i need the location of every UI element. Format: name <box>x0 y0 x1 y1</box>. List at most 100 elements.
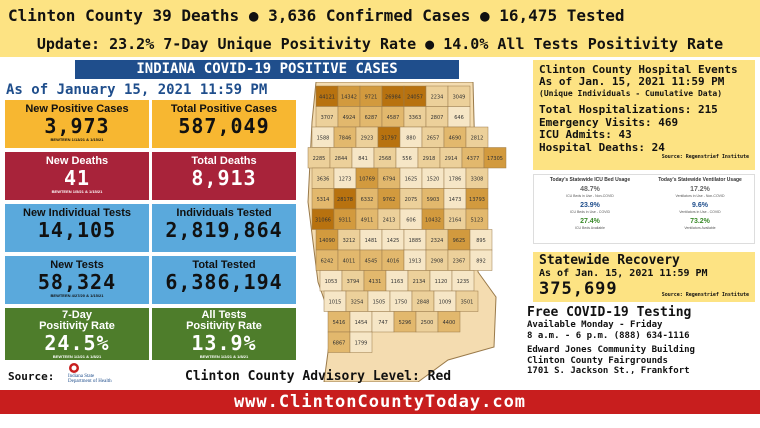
county-case-count: 5416 <box>333 320 346 326</box>
county-case-count: 6794 <box>383 176 396 182</box>
testing-address-2: Clinton County Fairgrounds <box>527 355 668 366</box>
county-case-count: 3254 <box>351 299 364 305</box>
indiana-map-svg: 44121 14342 9721 26984 24057 2234 3049 3707 4924… <box>307 81 507 383</box>
county-case-count: 1273 <box>339 176 352 182</box>
all-tests-value: 13.9% <box>191 331 257 355</box>
new-deaths-box: New Deaths 41 BEWTEEN 1/5/21 & 1/15/21 <box>5 152 149 200</box>
county-case-count: 1163 <box>391 279 404 285</box>
county-case-count: 4545 <box>365 258 378 264</box>
county-case-count: 4377 <box>467 156 480 162</box>
county-case-count: 606 <box>406 217 416 223</box>
county-case-count: 2164 <box>449 217 462 223</box>
new-individual-tests-value: 14,105 <box>37 218 117 242</box>
county-case-count: 1053 <box>325 279 338 285</box>
vent-pct-available: 73.2% <box>690 218 710 225</box>
hospital-events-panel: Clinton County Hospital Events As of Jan… <box>533 60 755 170</box>
county-case-count: 6287 <box>365 115 378 121</box>
county-case-count: 1885 <box>409 238 422 244</box>
county-case-count: 4011 <box>343 258 356 264</box>
county-case-count: 3636 <box>317 176 330 182</box>
county-case-count: 2324 <box>431 238 444 244</box>
recovery-value: 375,699 <box>539 279 618 299</box>
county-case-count: 2657 <box>427 135 440 141</box>
county-case-count: 3049 <box>453 94 466 100</box>
county-case-count: 4587 <box>387 115 400 121</box>
icu-pct-available: 27.4% <box>580 218 600 225</box>
hospital-subtitle: (Unique Individuals - Cumulative Data) <box>539 89 723 98</box>
county-case-count: 6332 <box>361 197 374 203</box>
vent-pct-covid: 9.6% <box>692 202 708 209</box>
county-case-count: 1235 <box>457 279 470 285</box>
total-positive-value: 587,049 <box>178 114 270 138</box>
county-case-count: 4400 <box>443 320 456 326</box>
county-case-count: 9721 <box>365 94 378 100</box>
county-case-count: 14090 <box>319 238 335 244</box>
isdh-emblem-icon <box>69 363 79 373</box>
county-case-count: 3212 <box>343 238 356 244</box>
seven-day-label-2: Positivity Rate <box>39 320 115 332</box>
county-case-count: 3308 <box>471 176 484 182</box>
county-case-count: 14342 <box>341 94 357 100</box>
county-case-count: 1481 <box>365 238 378 244</box>
county-case-count: 3501 <box>461 299 474 305</box>
county-case-count: 1520 <box>427 176 440 182</box>
testing-days: Available Monday - Friday <box>527 320 663 330</box>
total-deaths-label: Total Deaths <box>191 155 257 167</box>
county-case-count: 747 <box>378 320 388 326</box>
county-case-count: 4690 <box>449 135 462 141</box>
total-deaths-value: 8,913 <box>191 166 257 190</box>
website-footer[interactable]: www.ClintonCountyToday.com <box>0 390 760 414</box>
vent-pct-noncovid: 17.2% <box>690 186 710 193</box>
county-case-count: 9625 <box>453 238 466 244</box>
advisory-level: Clinton County Advisory Level: Red <box>185 369 452 384</box>
county-case-count: 895 <box>476 238 486 244</box>
page-title: INDIANA COVID-19 POSITIVE CASES <box>75 60 459 79</box>
individuals-tested-value: 2,819,864 <box>165 218 283 242</box>
statewide-recovery-panel: Statewide Recovery As of Jan. 15, 2021 1… <box>533 252 755 302</box>
county-case-count: 1505 <box>373 299 386 305</box>
county-case-count: 2923 <box>361 135 374 141</box>
county-case-count: 5314 <box>317 197 330 203</box>
statewide-usage-panel: Today's Statewide ICU Bed Usage 48.7% IC… <box>533 174 755 244</box>
icu-pct-noncovid: 48.7% <box>580 186 600 193</box>
county-case-count: 10769 <box>359 176 375 182</box>
county-case-count: 2918 <box>423 156 436 162</box>
new-positive-label: New Positive Cases <box>25 103 129 115</box>
county-case-count: 2914 <box>445 156 458 162</box>
new-positive-value: 3,973 <box>44 114 110 138</box>
hospital-stat-hospitalizations: Total Hospitalizations: 215 <box>539 103 718 116</box>
seven-day-positivity-box: 7-Day Positivity Rate 24.5% BEWTEEN 1/2/… <box>5 308 149 360</box>
indiana-county-map: 44121 14342 9721 26984 24057 2234 3049 3707 4924… <box>298 81 512 383</box>
county-cell <box>483 147 507 169</box>
county-case-count: 1009 <box>439 299 452 305</box>
new-tests-label: New Tests <box>50 259 104 271</box>
total-positive-label: Total Positive Cases <box>170 103 278 115</box>
total-tested-box: Total Tested 6,386,194 <box>152 256 296 304</box>
isdh-logo: Indiana State Department of Health <box>68 362 112 386</box>
county-case-count: 1786 <box>449 176 462 182</box>
county-case-count: 2134 <box>413 279 426 285</box>
county-case-count: 31797 <box>381 135 397 141</box>
county-case-count: 2234 <box>431 94 444 100</box>
vent-label-available: Ventilators Available <box>684 226 716 230</box>
county-case-count: 2812 <box>471 135 484 141</box>
recovery-source: Source: Regenstrief Institute <box>661 292 749 298</box>
testing-address-1: Edward Jones Community Building <box>527 345 695 355</box>
hospital-title-1: Clinton County Hospital Events <box>539 63 738 76</box>
hospital-title-2: As of Jan. 15, 2021 11:59 PM <box>539 75 725 88</box>
county-case-count: 1588 <box>317 135 330 141</box>
icu-label-covid: ICU Beds in Use - COVID <box>569 210 611 214</box>
county-case-count: 2075 <box>405 197 418 203</box>
isdh-logo-text-1: Indiana State <box>68 374 95 379</box>
seven-day-note: BEWTEEN 1/2/21 & 1/8/21 <box>52 354 102 359</box>
county-cell <box>437 311 461 333</box>
county-case-count: 13793 <box>469 197 485 203</box>
ventilator-usage-column: Today's Statewide Ventilator Usage 17.2%… <box>646 177 754 231</box>
seven-day-value: 24.5% <box>44 331 110 355</box>
all-tests-positivity-box: All Tests Positivity Rate 13.9% BEWTEEN … <box>152 308 296 360</box>
county-case-count: 1425 <box>387 238 400 244</box>
recovery-as-of: As of Jan. 15, 2021 11:59 PM <box>539 268 708 279</box>
new-positive-note: BEWTEEN 1/13/21 & 1/15/21 <box>50 137 104 142</box>
county-case-count: 44121 <box>319 94 335 100</box>
testing-address-3: 1701 S. Jackson St., Frankfort <box>527 366 690 376</box>
